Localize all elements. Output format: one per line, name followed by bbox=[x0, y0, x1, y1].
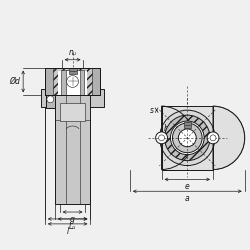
Text: nᵤ: nᵤ bbox=[68, 48, 76, 57]
Bar bbox=[61, 70, 84, 95]
Wedge shape bbox=[213, 106, 245, 170]
Bar bbox=[45, 68, 100, 95]
Bar bbox=[53, 68, 92, 95]
Circle shape bbox=[67, 76, 78, 88]
Circle shape bbox=[178, 129, 196, 147]
Circle shape bbox=[164, 115, 210, 160]
Wedge shape bbox=[162, 106, 193, 170]
Circle shape bbox=[210, 135, 216, 141]
Bar bbox=[55, 95, 90, 204]
Circle shape bbox=[160, 110, 215, 166]
Circle shape bbox=[170, 121, 204, 155]
Text: g: g bbox=[70, 215, 75, 224]
Circle shape bbox=[207, 132, 219, 144]
Bar bbox=[66, 70, 80, 95]
Circle shape bbox=[172, 123, 202, 153]
Wedge shape bbox=[213, 106, 245, 170]
Text: e: e bbox=[185, 182, 190, 191]
Bar bbox=[69, 68, 76, 73]
Text: a: a bbox=[185, 194, 190, 203]
Bar bbox=[46, 90, 55, 108]
Bar bbox=[58, 70, 88, 95]
Text: Ød: Ød bbox=[9, 77, 20, 86]
Bar bbox=[45, 68, 100, 95]
Circle shape bbox=[158, 135, 164, 141]
Bar bbox=[162, 106, 213, 170]
Bar bbox=[184, 122, 191, 128]
Bar bbox=[162, 106, 213, 170]
Text: s: s bbox=[150, 106, 154, 115]
Wedge shape bbox=[162, 106, 193, 170]
Circle shape bbox=[156, 132, 168, 144]
Bar bbox=[162, 106, 213, 170]
Text: Lᵤ: Lᵤ bbox=[69, 222, 76, 231]
Bar bbox=[41, 90, 104, 107]
Text: l: l bbox=[66, 227, 69, 236]
Bar bbox=[60, 103, 86, 121]
Text: b: b bbox=[164, 124, 169, 134]
Circle shape bbox=[47, 96, 54, 103]
